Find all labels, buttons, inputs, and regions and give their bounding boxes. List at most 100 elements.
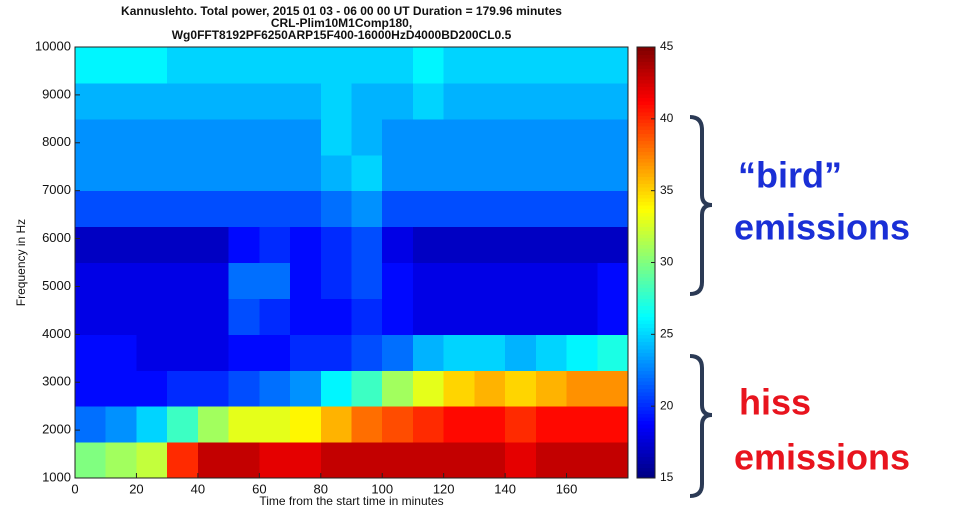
- heatmap-cell: [259, 370, 291, 407]
- heatmap-cell: [443, 442, 475, 479]
- colorbar-tick-label: 15: [660, 470, 674, 484]
- colorbar-swatch: [637, 50, 655, 55]
- annotation: hiss: [739, 382, 811, 423]
- heatmap-cell: [105, 154, 137, 192]
- heatmap-cell: [167, 190, 199, 228]
- colorbar-swatch: [637, 129, 655, 134]
- heatmap-cell: [228, 226, 260, 263]
- heatmap-cell: [136, 226, 168, 263]
- heatmap-cell: [259, 118, 291, 156]
- heatmap-cell: [351, 406, 383, 443]
- heatmap-cell: [597, 118, 629, 156]
- chart-title: Kannuslehto. Total power, 2015 01 03 - 0…: [121, 4, 562, 18]
- heatmap-cell: [320, 406, 352, 443]
- colorbar-swatch: [637, 248, 655, 253]
- heatmap-cell: [197, 334, 230, 371]
- colorbar-swatch: [637, 187, 655, 192]
- heatmap-cell: [505, 334, 537, 371]
- heatmap-cell: [443, 154, 475, 192]
- heatmap-cell: [167, 118, 199, 156]
- colorbar-swatch: [637, 140, 655, 145]
- colorbar-swatch: [637, 269, 655, 274]
- y-tick-label: 3000: [42, 374, 71, 389]
- colorbar-swatch: [637, 111, 655, 116]
- colorbar-swatch: [637, 345, 655, 350]
- heatmap-cell: [320, 370, 352, 407]
- heatmap-cell: [597, 47, 629, 84]
- heatmap-cell: [505, 370, 537, 407]
- colorbar-swatch: [637, 176, 655, 181]
- heatmap-cell: [290, 406, 322, 443]
- heatmap-cell: [597, 406, 629, 443]
- colorbar-swatch: [637, 309, 655, 314]
- colorbar-swatch: [637, 122, 655, 127]
- heatmap-cell: [320, 226, 352, 263]
- colorbar-swatch: [637, 276, 655, 282]
- heatmap-cell: [351, 226, 383, 263]
- y-tick-label: 5000: [42, 278, 71, 293]
- heatmap-cell: [75, 226, 107, 263]
- colorbar-swatch: [637, 151, 655, 156]
- heatmap-cell: [197, 118, 230, 156]
- colorbar-swatch: [637, 68, 655, 73]
- heatmap-cell: [474, 298, 506, 335]
- colorbar-swatch: [637, 143, 655, 149]
- heatmap-cell: [105, 226, 137, 263]
- heatmap-cell: [474, 47, 506, 84]
- heatmap-cell: [320, 262, 352, 299]
- heatmap-cell: [535, 406, 568, 443]
- colorbar-swatch: [637, 312, 655, 317]
- colorbar-swatch: [637, 460, 655, 465]
- heatmap-cell: [290, 118, 322, 156]
- y-tick-label: 8000: [42, 134, 71, 149]
- colorbar-tick-label: 35: [660, 183, 674, 197]
- heatmap-cell: [259, 226, 291, 263]
- colorbar-swatch: [637, 341, 655, 346]
- heatmap-cell: [505, 406, 537, 443]
- heatmap-cell: [597, 190, 629, 228]
- heatmap-cell: [505, 442, 537, 479]
- heatmap-cell: [597, 334, 629, 371]
- y-tick-label: 10000: [35, 38, 71, 53]
- colorbar-swatch: [637, 118, 655, 124]
- heatmap-cell: [290, 226, 322, 263]
- heatmap-cell: [535, 442, 568, 479]
- heatmap-cell: [351, 442, 383, 479]
- annotation: emissions: [734, 207, 910, 248]
- colorbar-swatch: [637, 381, 655, 386]
- heatmap-cell: [105, 118, 137, 156]
- heatmap-cell: [505, 82, 537, 120]
- heatmap-cell: [167, 406, 199, 443]
- colorbar-swatch: [637, 255, 655, 260]
- heatmap-cell: [75, 334, 107, 371]
- heatmap-cell: [535, 262, 568, 299]
- heatmap-cell: [136, 442, 168, 479]
- heatmap-cell: [382, 154, 414, 192]
- heatmap-cell: [320, 334, 352, 371]
- heatmap-cell: [412, 406, 445, 443]
- y-tick-label: 9000: [42, 86, 71, 101]
- heatmap-cell: [474, 190, 506, 228]
- heatmap-cell: [228, 118, 260, 156]
- heatmap-cell: [197, 47, 230, 84]
- colorbar-swatch: [637, 334, 655, 339]
- heatmap-cell: [75, 406, 107, 443]
- heatmap-cell: [136, 334, 168, 371]
- heatmap-cell: [167, 262, 199, 299]
- colorbar-swatch: [637, 169, 655, 174]
- colorbar-swatch: [637, 287, 655, 292]
- colorbar-swatch: [637, 266, 655, 271]
- colorbar-swatch: [637, 406, 655, 411]
- heatmap-cell: [259, 406, 291, 443]
- colorbar-swatch: [637, 424, 655, 429]
- heatmap-cell: [197, 190, 230, 228]
- x-tick-label: 20: [129, 481, 143, 496]
- heatmap-cell: [443, 82, 475, 120]
- heatmap-cell: [167, 298, 199, 335]
- heatmap-cell: [535, 118, 568, 156]
- colorbar-swatch: [637, 147, 655, 152]
- colorbar-swatch: [637, 237, 655, 242]
- colorbar-swatch: [637, 86, 655, 91]
- heatmap-cell: [443, 47, 475, 84]
